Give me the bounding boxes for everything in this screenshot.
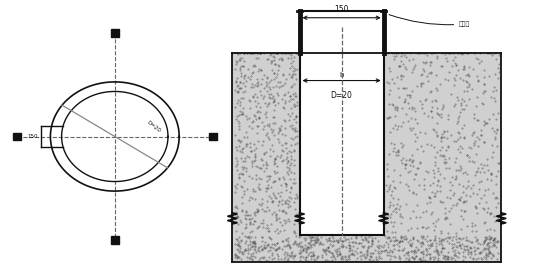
Text: 150: 150 (27, 134, 38, 139)
Polygon shape (111, 236, 119, 244)
Text: 钉笼筌: 钉笼筌 (459, 22, 470, 27)
Polygon shape (209, 133, 217, 140)
Polygon shape (111, 29, 119, 37)
Polygon shape (384, 52, 501, 55)
Polygon shape (384, 53, 501, 235)
Text: b: b (339, 72, 344, 78)
Text: D=20: D=20 (146, 120, 161, 134)
Text: D=20: D=20 (330, 91, 353, 100)
Polygon shape (232, 53, 300, 235)
Polygon shape (300, 27, 384, 235)
Text: 150: 150 (334, 5, 349, 14)
Polygon shape (232, 235, 501, 262)
Polygon shape (13, 133, 21, 140)
Polygon shape (232, 52, 300, 55)
